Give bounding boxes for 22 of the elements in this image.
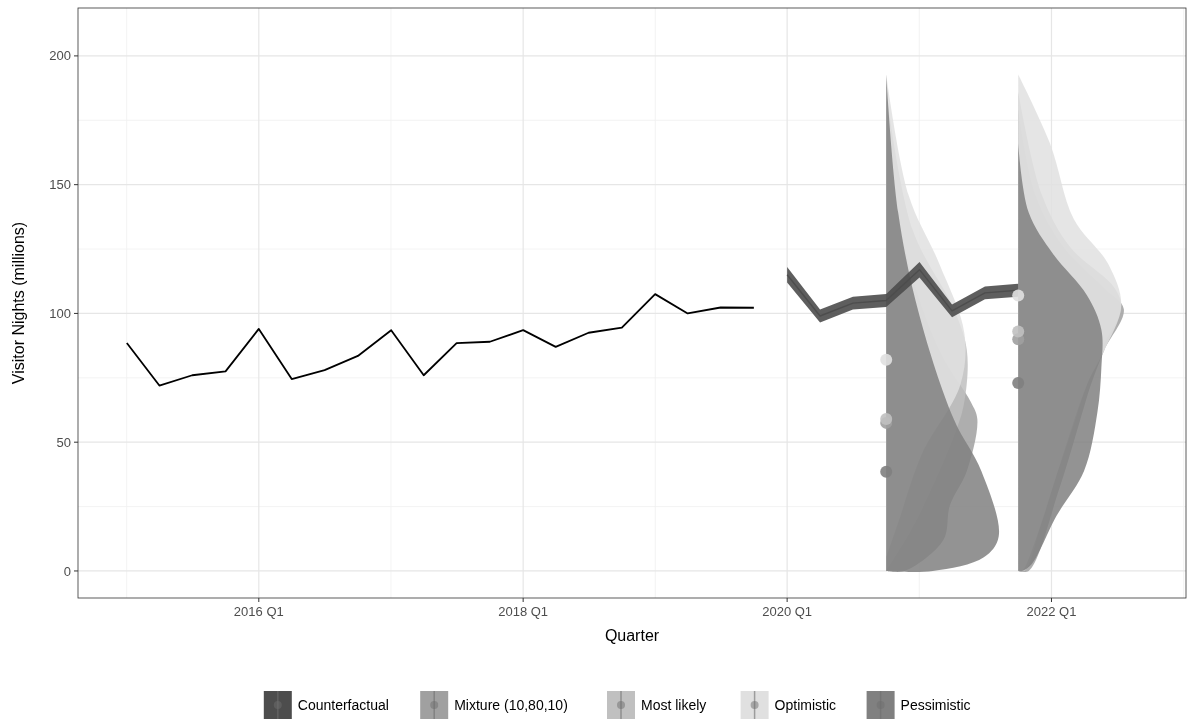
x-axis-title: Quarter (604, 627, 660, 644)
y-tick-label: 50 (56, 434, 71, 450)
point (1012, 325, 1025, 338)
legend-label: Mixture (10,80,10) (454, 696, 568, 713)
point (1012, 376, 1025, 389)
x-tick-label: 2020 Q1 (762, 604, 813, 619)
y-tick-label: 200 (49, 48, 71, 64)
legend-label: Counterfactual (297, 696, 389, 713)
point (880, 353, 893, 366)
y-tick-label: 0 (63, 563, 71, 579)
y-tick-label: 150 (49, 177, 71, 193)
x-tick-label: 2022 Q1 (1026, 604, 1077, 619)
legend-label: Most likely (641, 696, 707, 713)
line-series (125, 293, 755, 387)
legend-label: Pessimistic (900, 696, 971, 713)
point (1012, 289, 1025, 302)
x-tick-label: 2018 Q1 (498, 604, 549, 619)
y-axis-title: Visitor Nights (millions) (10, 221, 27, 385)
legend-label: Optimistic (774, 696, 837, 713)
x-tick-label: 2016 Q1 (233, 604, 284, 619)
y-tick-label: 100 (49, 305, 71, 321)
point (880, 465, 893, 478)
